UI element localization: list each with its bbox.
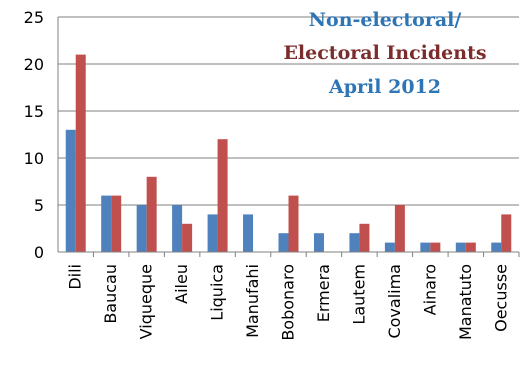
- bar-series1: [384, 242, 395, 252]
- axes: [57, 17, 520, 257]
- bar-series1: [136, 205, 147, 252]
- x-tick-label: Dili: [66, 264, 85, 290]
- y-tick-label: 10: [24, 149, 44, 168]
- bar-series2: [217, 139, 228, 252]
- bar-series2: [501, 214, 512, 252]
- x-tick-label: Aileu: [172, 264, 191, 304]
- bar-series1: [349, 233, 360, 252]
- bar-series2: [394, 205, 405, 252]
- bar-series1: [278, 233, 289, 252]
- bar-series1: [243, 214, 254, 252]
- bar-series2: [75, 54, 86, 252]
- y-tick-labels: 0 5 10 15 20 25: [24, 8, 44, 262]
- x-tick-label: Lautem: [349, 264, 368, 325]
- chart-title-line: Non-electoral/: [309, 9, 462, 31]
- x-tick-label: Covalima: [385, 264, 404, 339]
- y-tick-label: 25: [24, 8, 44, 27]
- chart-title-line: Electoral Incidents: [283, 42, 486, 64]
- x-tick-label: Manufahi: [243, 264, 262, 338]
- x-tick-label: Ermera: [314, 264, 333, 322]
- bar-series1: [172, 205, 183, 252]
- bars: [65, 54, 512, 252]
- chart-title: Non-electoral/Electoral Incidents April 2…: [283, 9, 486, 98]
- bar-series1: [313, 233, 324, 252]
- bar-series2: [359, 223, 370, 252]
- bar-series1: [491, 242, 502, 252]
- bar-series2: [111, 195, 122, 252]
- x-tick-label: Baucau: [101, 264, 120, 324]
- gridlines: [58, 16, 519, 206]
- x-tick-label: Viqueque: [137, 264, 156, 339]
- y-tick-label: 0: [34, 243, 44, 262]
- bar-series2: [182, 223, 193, 252]
- x-tick-label: Manatuto: [456, 264, 475, 340]
- x-tick-label: Oecusse: [491, 264, 510, 332]
- bar-series2: [430, 242, 441, 252]
- x-tick-label: Bobonaro: [279, 264, 298, 341]
- bar-series1: [101, 195, 112, 252]
- y-tick-label: 15: [24, 102, 44, 121]
- x-tick-label: Liquica: [208, 264, 227, 321]
- x-tick-labels: Dili Baucau Viqueque Aileu Liquica Manufahi Bo…: [66, 264, 511, 341]
- y-tick-label: 5: [34, 196, 44, 215]
- bar-series1: [65, 129, 76, 252]
- bar-series2: [288, 195, 299, 252]
- bar-series1: [455, 242, 466, 252]
- bar-series1: [207, 214, 218, 252]
- bar-series2: [465, 242, 476, 252]
- bar-series2: [146, 176, 157, 252]
- bar-series1: [420, 242, 431, 252]
- x-tick-label: Ainaro: [420, 264, 439, 315]
- y-tick-label: 20: [24, 55, 44, 74]
- chart-title-line: April 2012: [328, 76, 441, 98]
